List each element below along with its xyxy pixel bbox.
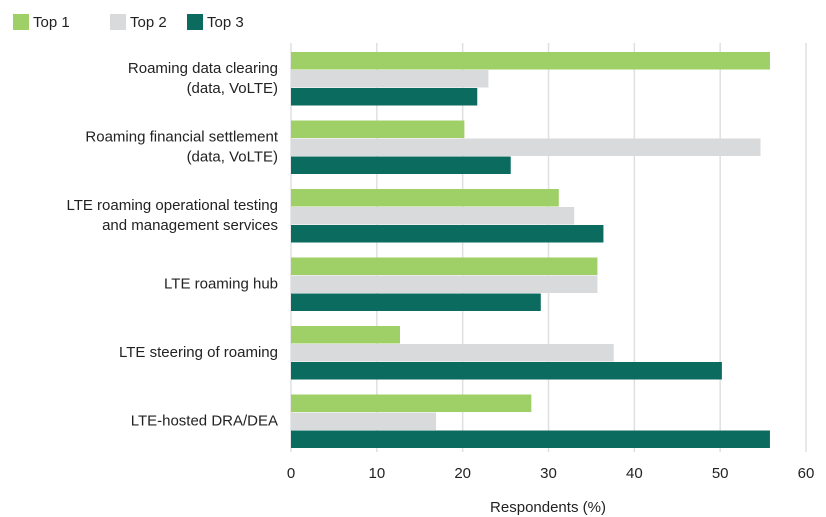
- y-tick-label-line: and management services: [102, 217, 278, 234]
- bar: [291, 362, 722, 380]
- legend-label: Top 3: [207, 14, 244, 31]
- y-tick-label-line: LTE steering of roaming: [119, 344, 278, 361]
- y-tick-label-line: Roaming financial settlement: [85, 128, 278, 145]
- y-tick-label-line: (data, VoLTE): [187, 80, 278, 97]
- y-tick-label-line: LTE roaming operational testing: [66, 197, 278, 214]
- y-tick-label: Roaming financial settlement (data, VoLTE…: [85, 128, 278, 165]
- bar: [291, 257, 598, 275]
- bar: [291, 207, 575, 225]
- y-tick-label: LTE-hosted DRA/DEA: [131, 412, 278, 429]
- bar: [291, 156, 511, 174]
- bar: [291, 326, 401, 344]
- x-tick-label: 50: [712, 465, 729, 482]
- y-tick-label: LTE roaming operational testing and manag…: [66, 197, 278, 234]
- x-tick-label: 10: [368, 465, 385, 482]
- bar: [291, 394, 532, 412]
- bar: [291, 120, 465, 138]
- bar: [291, 88, 478, 106]
- x-axis-title: Respondents (%): [490, 499, 606, 516]
- x-tick-label: 40: [626, 465, 643, 482]
- bar: [291, 70, 489, 88]
- bar: [291, 293, 541, 311]
- legend-swatch: [13, 14, 29, 30]
- y-tick-label: Roaming data clearing (data, VoLTE): [128, 60, 278, 97]
- y-tick-label-line: Roaming data clearing: [128, 60, 278, 77]
- legend-label: Top 1: [33, 14, 70, 31]
- bar: [291, 275, 598, 293]
- bar: [291, 138, 761, 156]
- x-tick-label: 30: [540, 465, 557, 482]
- bar: [291, 412, 437, 430]
- x-tick-label: 20: [454, 465, 471, 482]
- legend-label: Top 2: [130, 14, 167, 31]
- bar: [291, 189, 559, 207]
- y-tick-label: LTE roaming hub: [164, 275, 278, 292]
- legend-swatch: [187, 14, 203, 30]
- y-tick-label-line: (data, VoLTE): [187, 148, 278, 165]
- legend-swatch: [110, 14, 126, 30]
- y-tick-label: LTE steering of roaming: [119, 344, 278, 361]
- x-tick-label: 0: [287, 465, 295, 482]
- y-tick-label-line: LTE roaming hub: [164, 275, 278, 292]
- bar: [291, 52, 770, 70]
- x-tick-label: 60: [798, 465, 815, 482]
- bar: [291, 344, 614, 362]
- bar: [291, 430, 770, 448]
- y-tick-label-line: LTE-hosted DRA/DEA: [131, 412, 278, 429]
- bar: [291, 225, 604, 243]
